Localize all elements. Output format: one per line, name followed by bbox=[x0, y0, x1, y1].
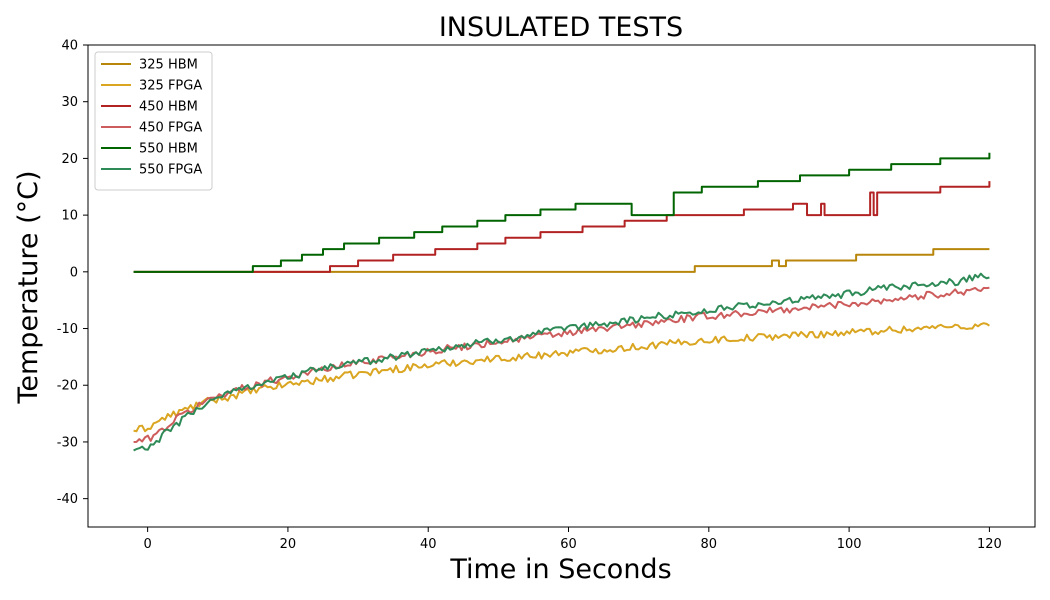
y-tick-label: 20 bbox=[61, 152, 78, 167]
y-tick-label: -20 bbox=[57, 379, 78, 394]
series-line-550-fpga bbox=[133, 272, 990, 452]
x-tick-label: 0 bbox=[143, 537, 151, 552]
ticks-layer: 0 20 40 60 80 100 120 -40 -30 -20 -10 0 10 20 30 40 bbox=[57, 39, 1002, 553]
legend-label: 550 HBM bbox=[139, 142, 198, 157]
legend: 325 HBM 325 FPGA 450 HBM 450 FPGA 550 HBM 550… bbox=[94, 51, 213, 191]
legend-label: 325 FPGA bbox=[139, 79, 202, 94]
x-tick-label: 20 bbox=[280, 537, 297, 552]
x-tick-label: 80 bbox=[701, 537, 718, 552]
series-line-450-hbm bbox=[133, 181, 991, 273]
x-tick-label: 60 bbox=[560, 537, 577, 552]
legend-label: 450 FPGA bbox=[139, 121, 202, 136]
legend-label: 550 FPGA bbox=[139, 163, 202, 178]
y-tick-label: 30 bbox=[61, 95, 78, 110]
x-tick-label: 100 bbox=[837, 537, 862, 552]
series-line-450-fpga bbox=[133, 286, 990, 443]
x-tick-label: 40 bbox=[420, 537, 437, 552]
y-tick-label: 40 bbox=[61, 39, 78, 54]
legend-label: 450 HBM bbox=[139, 100, 198, 115]
chart-title: INSULATED TESTS bbox=[439, 12, 683, 43]
legend-label: 325 HBM bbox=[139, 58, 198, 73]
series-layer bbox=[133, 152, 991, 452]
plot-frame bbox=[87, 44, 1036, 528]
x-tick-label: 120 bbox=[977, 537, 1002, 552]
y-tick-label: -40 bbox=[57, 492, 78, 507]
legend-box bbox=[94, 51, 213, 191]
y-tick-label: 0 bbox=[70, 265, 78, 280]
y-axis-title: Temperature (°C) bbox=[13, 170, 44, 404]
series-line-325-hbm bbox=[133, 248, 990, 273]
series-line-550-hbm bbox=[133, 152, 991, 273]
y-tick-label: -30 bbox=[57, 435, 78, 450]
x-axis-title: Time in Seconds bbox=[449, 554, 671, 585]
y-tick-label: -10 bbox=[57, 322, 78, 337]
y-tick-label: 10 bbox=[61, 209, 78, 224]
series-line-325-fpga bbox=[133, 322, 990, 433]
